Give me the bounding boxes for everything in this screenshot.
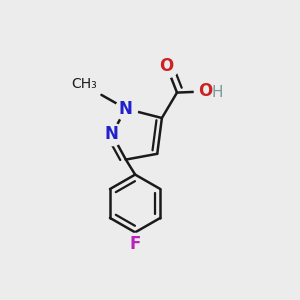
Text: F: F <box>130 235 141 253</box>
Text: N: N <box>105 125 119 143</box>
Text: N: N <box>119 100 133 118</box>
Text: O: O <box>159 57 174 75</box>
Text: O: O <box>198 82 212 100</box>
Text: CH₃: CH₃ <box>71 77 97 92</box>
Text: H: H <box>212 85 224 100</box>
